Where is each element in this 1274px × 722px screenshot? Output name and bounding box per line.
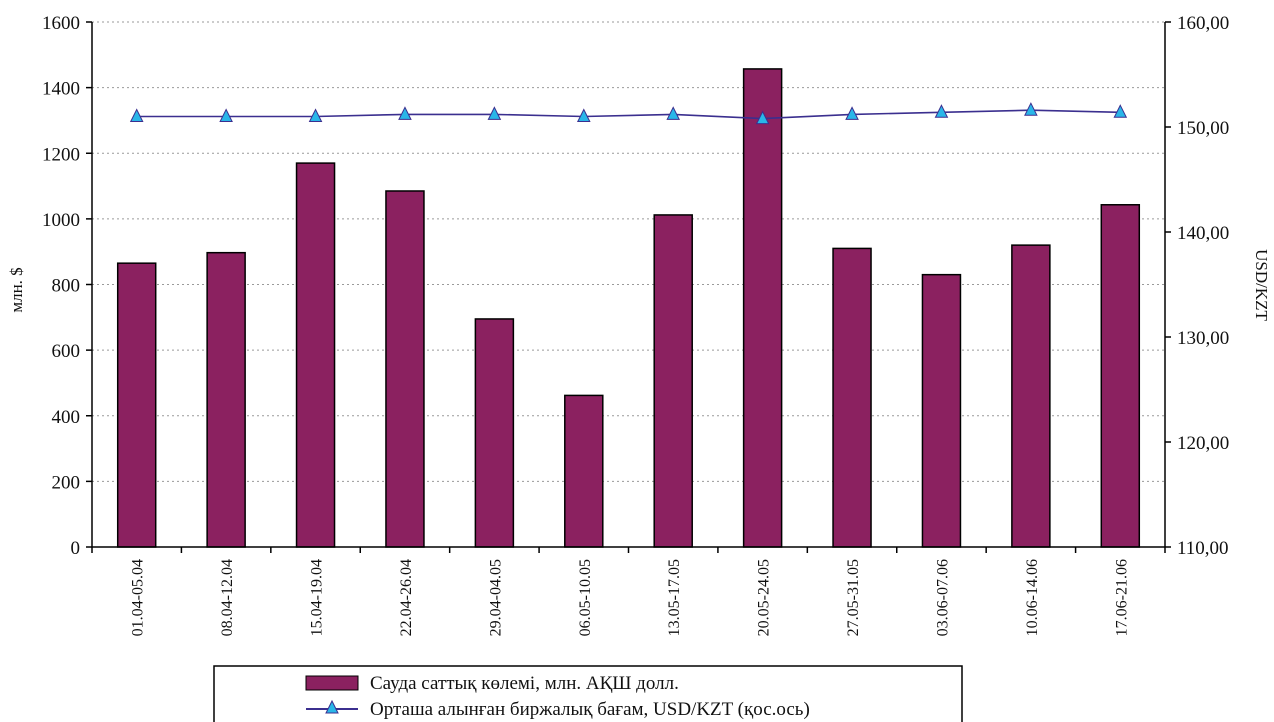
y-tick-label: 800 — [52, 276, 81, 297]
x-tick-label: 29.04-04.05 — [487, 559, 504, 636]
y-tick-label: 400 — [52, 407, 81, 428]
legend: Сауда саттық көлемі, млн. АҚШ долл. Орта… — [213, 665, 963, 722]
x-tick-label: 15.04-19.04 — [309, 559, 326, 636]
rate-marker — [576, 108, 591, 122]
rate-marker — [487, 106, 502, 120]
x-tick-label: 20.05-24.05 — [756, 559, 773, 636]
y-right-tick-label: 150,00 — [1177, 118, 1229, 139]
rate-marker — [666, 106, 681, 120]
legend-label-volume: Сауда саттық көлемі, млн. АҚШ долл. — [370, 673, 679, 694]
rate-marker — [398, 106, 412, 120]
x-tick-label: 01.04-05.04 — [130, 559, 147, 636]
y-tick-label: 1400 — [42, 79, 80, 100]
rate-marker — [1113, 104, 1128, 118]
rate-marker — [1024, 102, 1038, 116]
rate-marker — [755, 110, 770, 125]
bar — [832, 247, 872, 548]
rate-marker — [845, 106, 859, 120]
rate-marker — [129, 108, 144, 122]
right-axis-title: USD/KZT — [1252, 249, 1271, 321]
y-tick-label: 200 — [52, 472, 81, 493]
bar — [474, 318, 515, 548]
rate-line — [136, 109, 1121, 120]
y-tick-label: 1000 — [42, 210, 80, 231]
bar — [921, 273, 962, 548]
bar — [116, 262, 157, 548]
x-tick-label: 03.06-07.06 — [934, 559, 951, 636]
x-tick-label: 17.06-21.06 — [1113, 559, 1130, 636]
left-y-ticks: 0 200 400 600 800 1000 1200 1400 1600 — [42, 13, 92, 559]
x-tick-label: 13.05-17.05 — [666, 559, 683, 636]
line-series — [129, 102, 1128, 125]
y-right-tick-label: 130,00 — [1177, 328, 1229, 349]
rate-marker — [219, 108, 233, 122]
x-ticks: 01.04-05.04 08.04-12.04 15.04-19.04 22.04-2… — [91, 547, 1166, 636]
legend-label-rate: Орташа алынған биржалық бағам, USD/KZT (… — [370, 699, 810, 720]
gridlines — [92, 21, 1165, 482]
bar — [206, 251, 246, 548]
rate-marker — [934, 104, 949, 118]
x-tick-label: 10.06-14.06 — [1024, 559, 1041, 636]
rate-marker — [308, 108, 323, 122]
bar-series — [116, 68, 1141, 548]
y-right-tick-label: 110,00 — [1177, 538, 1229, 559]
legend-triangle-marker — [325, 699, 339, 714]
x-tick-label: 27.05-31.05 — [845, 559, 862, 636]
bar — [1100, 204, 1141, 548]
legend-bar-swatch — [305, 675, 359, 691]
y-tick-label: 1600 — [42, 13, 80, 34]
y-right-tick-label: 160,00 — [1177, 13, 1229, 34]
y-right-tick-label: 120,00 — [1177, 433, 1229, 454]
legend-box — [213, 665, 963, 722]
bar — [564, 394, 604, 548]
x-tick-label: 22.04-26.04 — [398, 559, 415, 636]
bar — [385, 190, 425, 548]
bar — [1011, 244, 1051, 548]
bar — [653, 214, 693, 548]
bar — [295, 162, 336, 548]
y-tick-label: 600 — [52, 341, 81, 362]
x-tick-label: 06.05-10.05 — [577, 559, 594, 636]
left-axis-title: млн. $ — [7, 267, 26, 312]
y-tick-label: 1200 — [42, 144, 80, 165]
y-right-tick-label: 140,00 — [1177, 223, 1229, 244]
y-tick-label: 0 — [71, 538, 81, 559]
right-y-ticks: 110,00 120,00 130,00 140,00 150,00 160,00 — [1165, 13, 1229, 559]
bar — [742, 68, 783, 548]
x-tick-label: 08.04-12.04 — [219, 559, 236, 636]
